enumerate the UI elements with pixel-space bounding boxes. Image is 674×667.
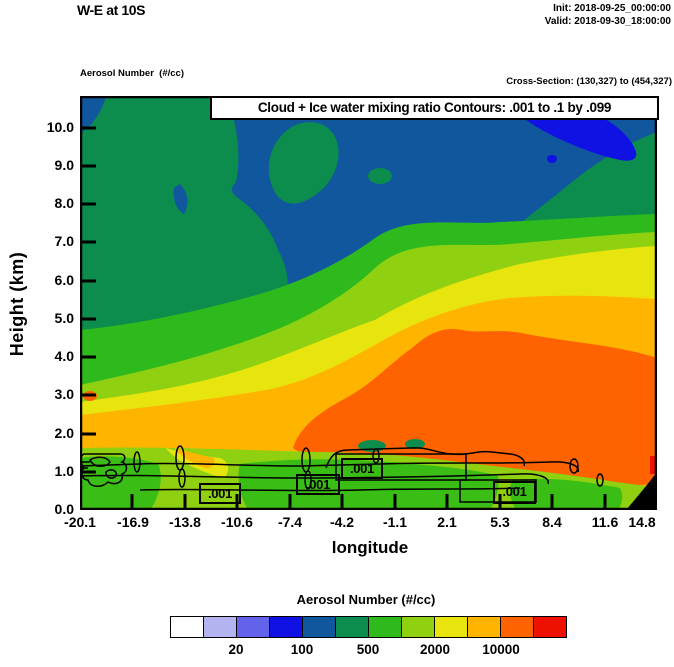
terrain-wedge xyxy=(626,472,657,510)
field-red-sliver xyxy=(650,456,657,474)
x-tick-label: 11.6 xyxy=(591,514,619,530)
x-tick-label: -20.1 xyxy=(64,514,96,530)
field-strip-green-right xyxy=(509,478,623,510)
colorbar-tick-label: 100 xyxy=(290,642,314,657)
field-steelblue-wedge xyxy=(173,184,188,214)
cross-section-coords: Cross-Section: (130,327) to (454,327) xyxy=(506,76,672,87)
x-tick-label: 2.1 xyxy=(437,514,457,530)
run-times: Init: 2018-09-25_00:00:00 Valid: 2018-09… xyxy=(545,3,671,28)
colorbar-swatch xyxy=(368,617,401,637)
cloud-contour-lines xyxy=(80,445,604,503)
colorbar-swatch xyxy=(533,617,566,637)
field-strip-green-mid xyxy=(238,459,499,510)
x-tick-label: 5.3 xyxy=(490,514,510,530)
y-tick-label: 1.0 xyxy=(54,463,74,479)
field-strip-orangeyellow-wedge xyxy=(175,448,215,468)
contour-label-box: .001 xyxy=(493,481,536,504)
valid-time: Valid: 2018-09-30_18:00:00 xyxy=(544,15,671,27)
colorbar-tick-label: 2000 xyxy=(419,642,451,657)
colorbar-title: Aerosol Number (#/cc) xyxy=(296,592,436,607)
cross-section-plot xyxy=(80,96,657,510)
y-tick-label: 3.0 xyxy=(54,386,74,402)
field-seagreen-blob xyxy=(368,168,392,184)
colorbar-swatch xyxy=(203,617,236,637)
colorbar-tick-label: 10000 xyxy=(482,642,520,657)
colorbar-swatch xyxy=(269,617,302,637)
contour-label-box: .001 xyxy=(341,458,383,479)
colorbar-swatch xyxy=(401,617,434,637)
x-tick-label: -10.6 xyxy=(221,514,253,530)
x-tick-label: -1.1 xyxy=(382,514,408,530)
x-tick-label: -7.4 xyxy=(277,514,303,530)
field-steelblue-spot xyxy=(542,187,558,197)
contour-label-box: .001 xyxy=(296,474,340,495)
y-tick-label: 10.0 xyxy=(46,119,74,135)
field-line-aerosol: Aerosol Number (#/cc) xyxy=(80,68,184,79)
x-tick-label: 8.4 xyxy=(542,514,562,530)
init-time: Init: 2018-09-25_00:00:00 xyxy=(553,3,671,14)
colorbar-swatch xyxy=(171,617,203,637)
x-tick-label: 14.8 xyxy=(628,514,656,530)
y-tick-label: 6.0 xyxy=(54,272,74,288)
y-axis-title: Height (km) xyxy=(7,251,27,357)
colorbar-swatch xyxy=(302,617,335,637)
y-tick-label: 5.0 xyxy=(54,310,74,326)
y-tick-label: 4.0 xyxy=(54,348,74,364)
x-tick-label: -13.8 xyxy=(169,514,201,530)
field-steelblue-topleft xyxy=(80,96,106,134)
y-tick-label: 2.0 xyxy=(54,425,74,441)
colorbar-tick-label: 500 xyxy=(356,642,380,657)
y-tick-label: 8.0 xyxy=(54,195,74,211)
x-tick-label: -16.9 xyxy=(117,514,149,530)
field-strip-seagreen-blob2 xyxy=(405,439,425,449)
field-seagreen-bump xyxy=(268,122,339,204)
y-axis-ticks xyxy=(80,126,96,474)
colorbar-swatch xyxy=(500,617,533,637)
colorbar xyxy=(170,616,567,638)
colorbar-swatch xyxy=(434,617,467,637)
y-tick-label: 9.0 xyxy=(54,157,74,173)
contour-info-box: Cloud + Ice water mixing ratio Contours:… xyxy=(210,96,659,120)
colorbar-tick-label: 20 xyxy=(228,642,244,657)
field-strip-green-left xyxy=(80,456,161,510)
page-title: W-E at 10S xyxy=(77,2,146,18)
colorbar-swatch xyxy=(335,617,368,637)
colorbar-swatch xyxy=(467,617,500,637)
y-tick-label: 7.0 xyxy=(54,233,74,249)
y-tick-label: 0.0 xyxy=(54,501,74,517)
x-axis-title: longitude xyxy=(331,538,409,557)
contour-label-box: .001 xyxy=(199,483,241,504)
colorbar-swatch xyxy=(236,617,269,637)
field-blue-dot xyxy=(547,155,557,163)
x-tick-label: -4.2 xyxy=(329,514,355,530)
